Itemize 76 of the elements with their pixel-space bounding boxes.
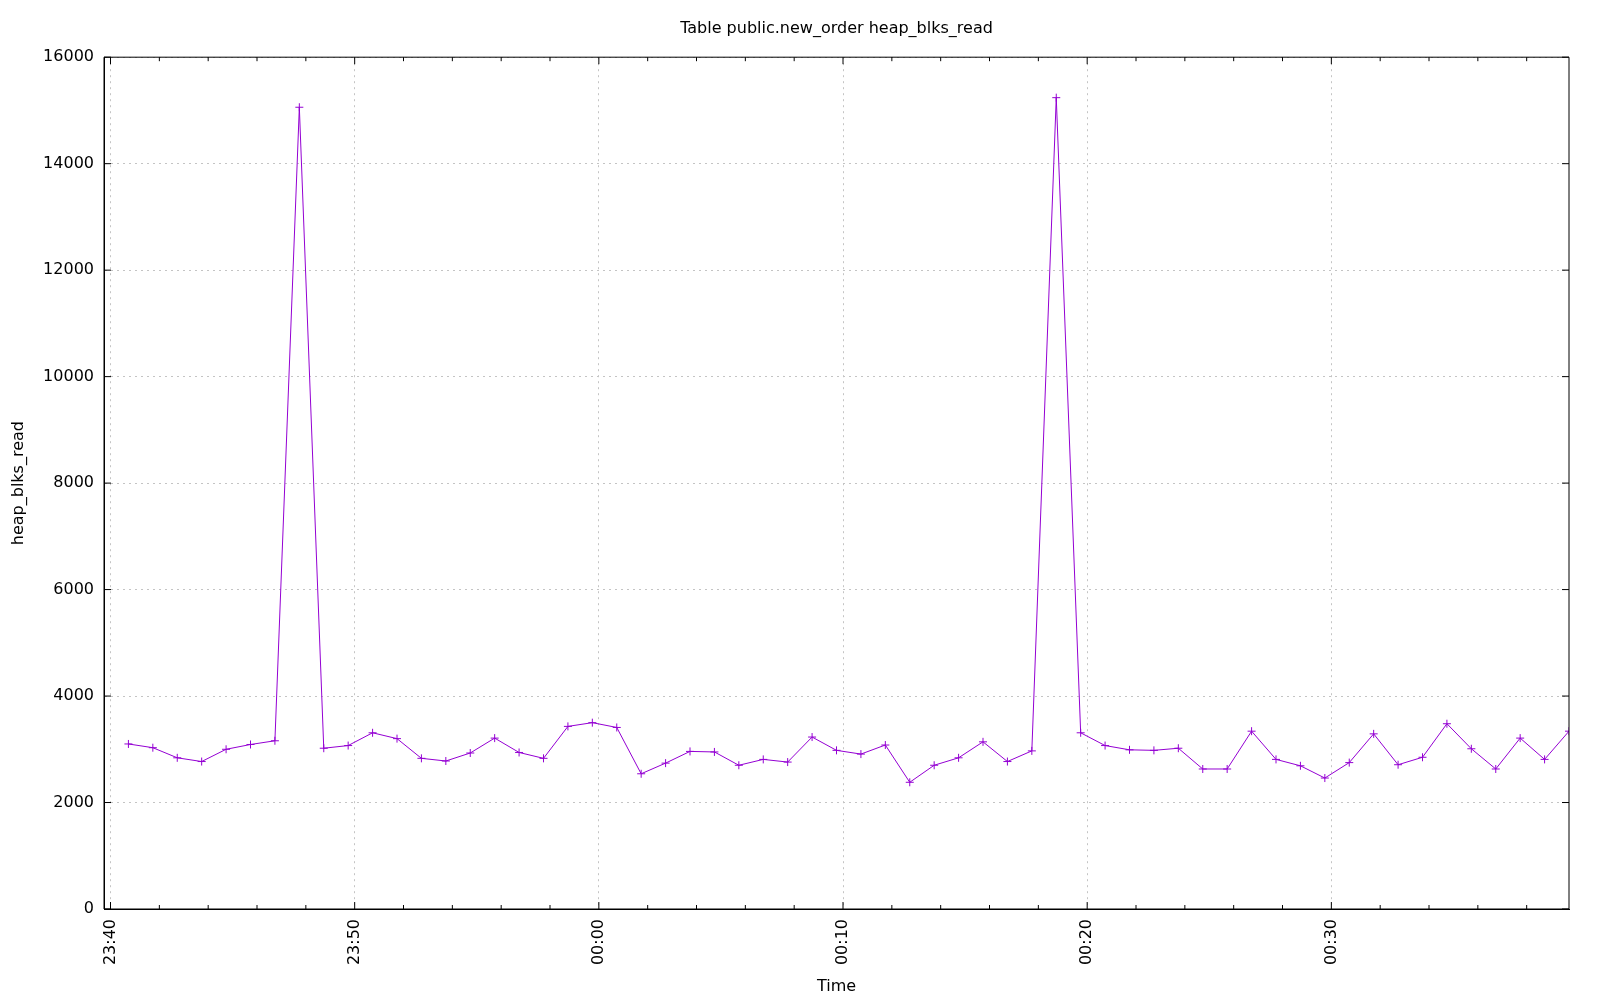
point (343, 741, 353, 751)
point (1076, 728, 1086, 738)
y-tick-label: 2000 (53, 791, 94, 811)
point (1442, 719, 1452, 729)
point (1002, 757, 1012, 767)
point (1491, 764, 1501, 774)
y-tick-label: 0 (83, 898, 94, 918)
point (734, 760, 744, 770)
point (783, 757, 793, 767)
y-tick-label: 16000 (43, 46, 94, 66)
y-tick-label: 4000 (53, 685, 94, 705)
point (587, 718, 597, 728)
x-tick-label: 23:40 (99, 919, 119, 966)
point (368, 728, 378, 738)
point (490, 733, 500, 743)
point (709, 747, 719, 757)
point (1320, 773, 1330, 783)
point (832, 745, 841, 755)
point (880, 740, 890, 750)
point (539, 753, 548, 763)
x-tick-label: 00:10 (832, 919, 852, 966)
point (1369, 729, 1379, 739)
x-tick-label: 00:30 (1320, 919, 1340, 966)
x-tick-label: 00:20 (1076, 919, 1096, 966)
point (416, 753, 426, 763)
point (1247, 726, 1257, 736)
point (294, 102, 304, 112)
point (1173, 743, 1183, 753)
point (1393, 760, 1403, 770)
point (1515, 733, 1525, 743)
y-tick-label: 14000 (43, 152, 94, 172)
point (1271, 754, 1281, 764)
point (612, 722, 622, 732)
y-tick-label: 6000 (53, 578, 94, 598)
point (392, 734, 402, 744)
y-tick-label: 10000 (43, 365, 94, 385)
point (636, 769, 646, 779)
point (441, 756, 451, 766)
point (1344, 758, 1354, 768)
point (661, 758, 671, 768)
chart-title: Table public.new_order heap_blks_read (679, 17, 993, 38)
point (1540, 754, 1550, 764)
point (1149, 745, 1159, 755)
point (685, 746, 695, 756)
point (1198, 764, 1208, 774)
point (954, 753, 964, 763)
x-tick-label: 23:50 (343, 919, 363, 966)
point (1125, 745, 1134, 755)
point (807, 732, 817, 742)
x-axis-title: Time (815, 975, 857, 995)
point (1466, 744, 1476, 754)
point (465, 748, 475, 758)
y-tick-label: 12000 (43, 259, 94, 279)
point (929, 760, 939, 770)
y-axis-title: heap_blks_read (7, 421, 28, 546)
point (514, 747, 524, 757)
point (1027, 746, 1037, 756)
point (758, 754, 768, 764)
point (148, 743, 158, 753)
point (905, 777, 915, 787)
point (563, 721, 573, 731)
point (1051, 93, 1061, 103)
point (1100, 741, 1110, 751)
point (123, 739, 133, 749)
point (319, 743, 329, 753)
point (172, 753, 182, 763)
x-tick-label: 00:00 (588, 919, 607, 966)
point (197, 757, 207, 767)
y-tick-label: 8000 (53, 472, 94, 492)
point (1418, 752, 1427, 762)
point (1222, 764, 1232, 774)
point (978, 737, 988, 747)
point (856, 749, 866, 759)
point (270, 736, 280, 746)
point (1295, 761, 1305, 771)
point (221, 744, 231, 754)
